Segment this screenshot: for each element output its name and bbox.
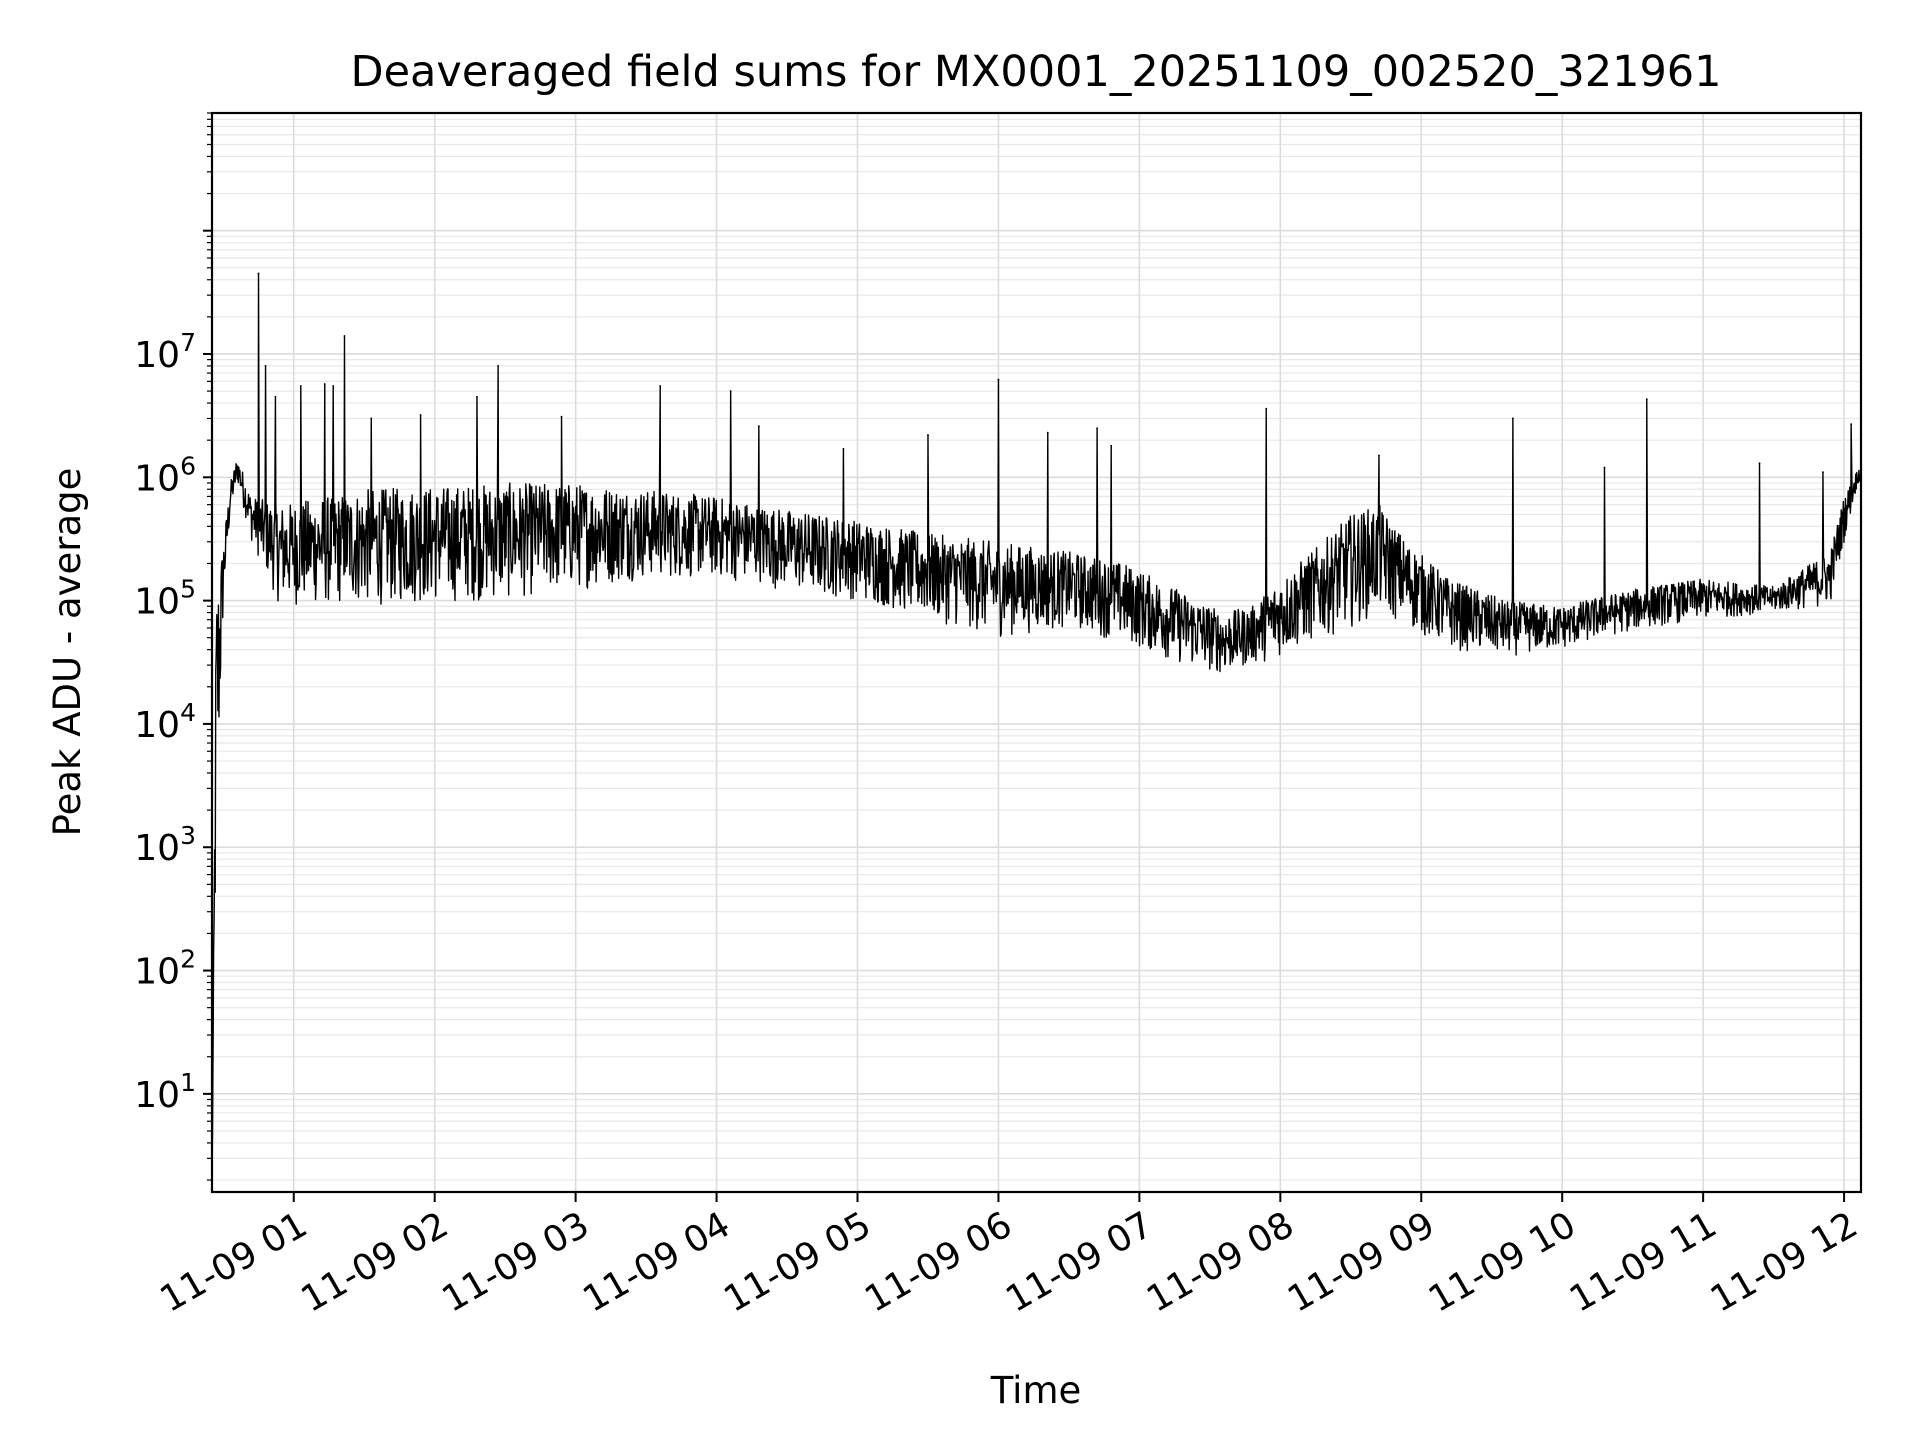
spike-point	[264, 365, 267, 367]
spike-point	[1110, 444, 1113, 447]
y-tick-label: 101	[134, 1068, 196, 1116]
data-layer	[212, 272, 1861, 1181]
spike-point	[1511, 417, 1514, 420]
spike-point	[997, 378, 1000, 381]
spike-point	[842, 447, 845, 450]
y-tick-label: 102	[134, 945, 196, 993]
spike-point	[659, 385, 662, 387]
spike-point	[343, 335, 346, 337]
spike-point	[274, 395, 277, 398]
series-line	[212, 272, 1861, 1181]
spike-point	[299, 385, 302, 387]
y-tick-label: 106	[134, 451, 196, 499]
spike-point	[1850, 423, 1853, 426]
spike-point	[332, 385, 335, 387]
y-axis-label: Peak ADU - average	[46, 468, 89, 837]
spike-point	[1265, 407, 1268, 410]
y-tick-label: 104	[134, 698, 196, 746]
spike-point	[323, 383, 326, 385]
spike-point	[1822, 471, 1824, 474]
spike-point	[419, 414, 422, 416]
y-tick-label: 103	[134, 821, 196, 869]
spike-point	[1096, 427, 1099, 430]
spike-point	[1645, 398, 1648, 401]
spike-point	[927, 434, 929, 436]
y-tick-label: 105	[134, 575, 196, 623]
x-axis-label: Time	[990, 1369, 1082, 1412]
spike-point	[560, 415, 563, 418]
spike-point	[497, 365, 500, 367]
spike-point	[1603, 466, 1606, 469]
spike-point	[1046, 431, 1049, 434]
spike-point	[370, 417, 373, 420]
spike-point	[257, 272, 260, 275]
spike-point	[729, 390, 732, 393]
axis-ticks	[203, 112, 1846, 1202]
y-tick-labels: 101 102 103 104 105 106 107	[134, 328, 196, 1116]
spike-point	[476, 395, 478, 398]
spike-point	[1378, 454, 1380, 457]
y-tick-label: 107	[134, 328, 196, 376]
spike-point	[757, 425, 760, 428]
spike-point	[1758, 462, 1761, 465]
chart-title: Deaveraged field sums for MX0001_2025110…	[350, 47, 1721, 97]
plot-frame	[210, 111, 1863, 1194]
grid-lines	[212, 112, 1861, 1192]
